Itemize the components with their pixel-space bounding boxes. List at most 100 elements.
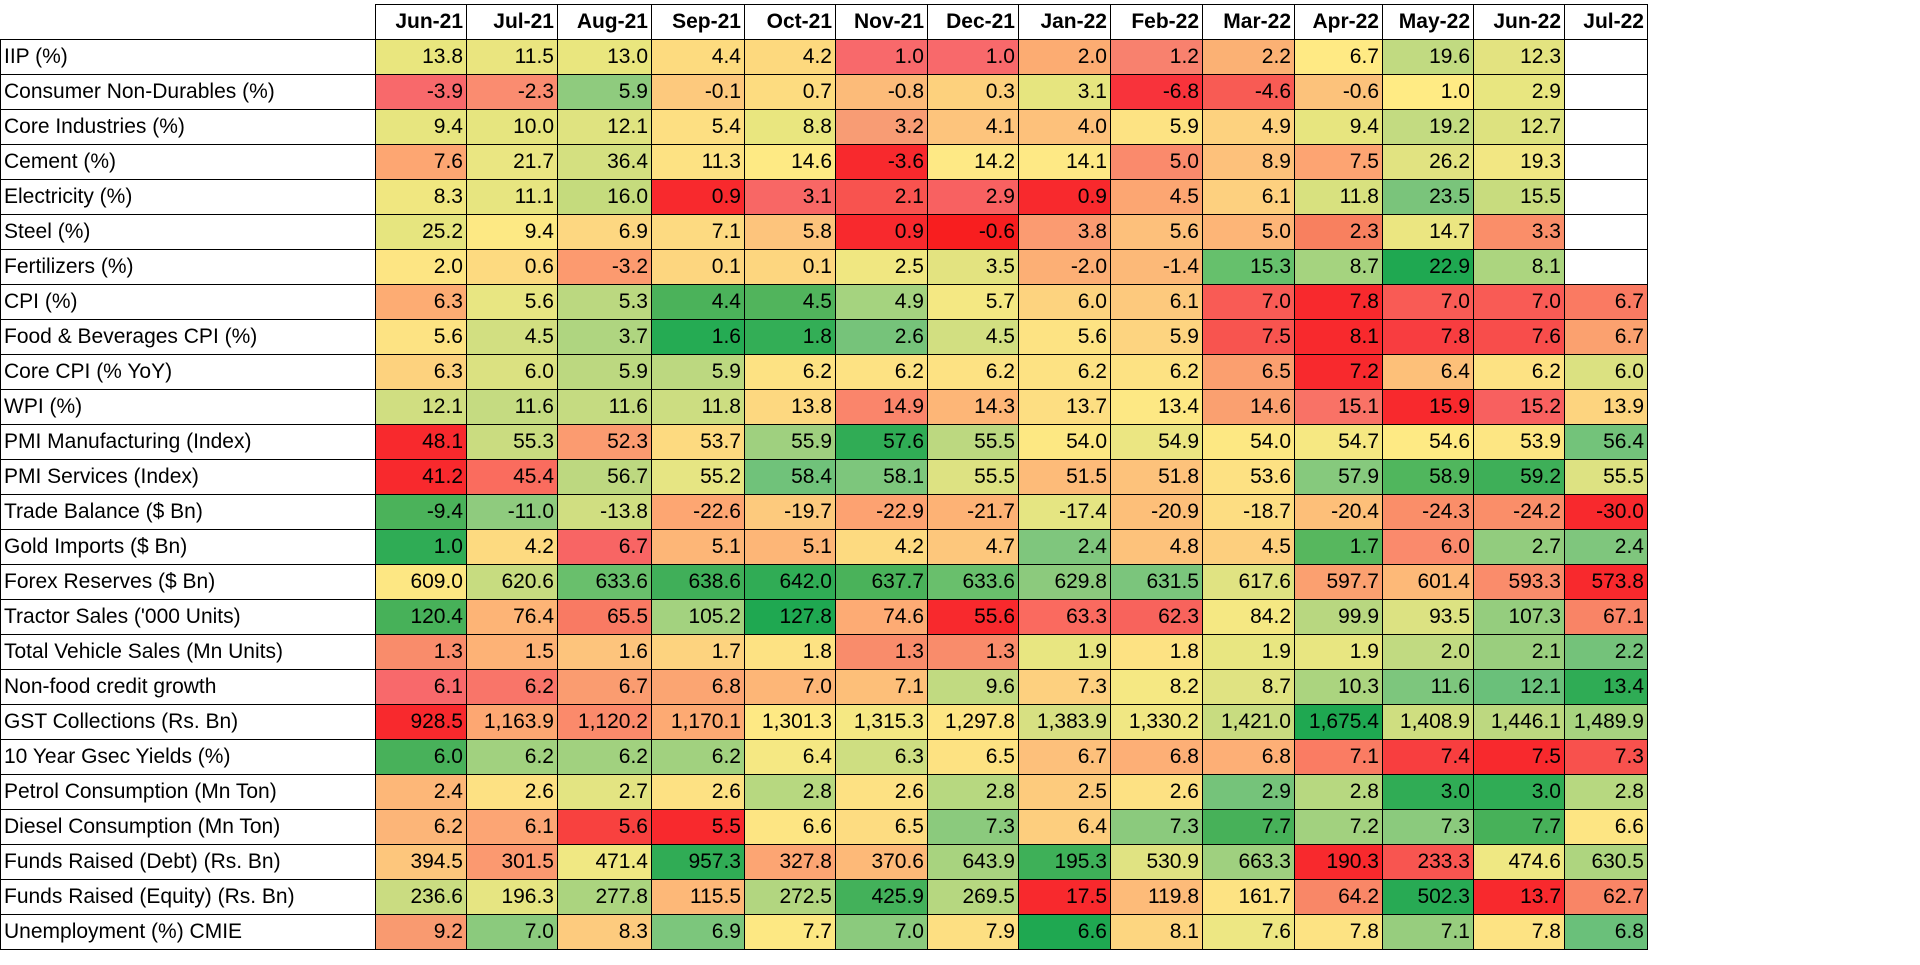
heatmap-cell: 1,446.1 [1473,704,1565,740]
heatmap-cell: 55.5 [1564,459,1648,495]
heatmap-cell: -0.8 [835,74,928,110]
indicator-label: Steel (%) [0,214,376,250]
heatmap-cell: 5.3 [557,284,652,320]
heatmap-cell: 4.5 [927,319,1019,355]
heatmap-cell: 15.5 [1473,179,1565,215]
heatmap-cell: 58.4 [744,459,836,495]
heatmap-cell: 327.8 [744,844,836,880]
heatmap-cell: 14.2 [927,144,1019,180]
heatmap-cell: 6.1 [1110,284,1203,320]
heatmap-cell: 1,330.2 [1110,704,1203,740]
heatmap-cell: 8.1 [1110,914,1203,950]
column-header: Jan-22 [1018,4,1111,40]
heatmap-cell: 643.9 [927,844,1019,880]
heatmap-cell: 1.3 [835,634,928,670]
heatmap-cell: 45.4 [466,459,558,495]
heatmap-cell: 1.6 [557,634,652,670]
heatmap-cell: 1,163.9 [466,704,558,740]
heatmap-cell: 57.6 [835,424,928,460]
heatmap-cell: 6.0 [1382,529,1474,565]
heatmap-cell: 8.8 [744,109,836,145]
heatmap-cell: 2.6 [1110,774,1203,810]
heatmap-cell: 14.9 [835,389,928,425]
heatmap-cell: 52.3 [557,424,652,460]
heatmap-cell: 4.5 [466,319,558,355]
heatmap-cell: -0.6 [927,214,1019,250]
heatmap-cell: 161.7 [1202,879,1295,915]
heatmap-cell: 0.3 [927,74,1019,110]
indicator-label: CPI (%) [0,284,376,320]
indicator-label: GST Collections (Rs. Bn) [0,704,376,740]
heatmap-cell: 0.9 [835,214,928,250]
heatmap-cell: 1.3 [375,634,467,670]
heatmap-cell: 236.6 [375,879,467,915]
heatmap-cell: 5.0 [1202,214,1295,250]
heatmap-cell: 6.2 [927,354,1019,390]
heatmap-cell: 11.3 [651,144,745,180]
heatmap-cell: 8.9 [1202,144,1295,180]
heatmap-cell: 4.5 [1202,529,1295,565]
heatmap-cell: 19.2 [1382,109,1474,145]
heatmap-cell: 119.8 [1110,879,1203,915]
indicator-label: Food & Beverages CPI (%) [0,319,376,355]
indicator-row: PMI Manufacturing (Index) 48.1 55.3 52.3 53.… [0,424,1648,460]
heatmap-cell: 10.3 [1294,669,1383,705]
indicator-row: Petrol Consumption (Mn Ton) 2.4 2.6 2.7 2.6 2… [0,774,1648,810]
indicator-row: Non-food credit growth 6.1 6.2 6.7 6.8 7.0 7.1… [0,669,1648,705]
heatmap-cell: 7.3 [1382,809,1474,845]
heatmap-cell: 474.6 [1473,844,1565,880]
heatmap-cell: 2.1 [1473,634,1565,670]
heatmap-cell: 1,383.9 [1018,704,1111,740]
heatmap-cell: 2.8 [927,774,1019,810]
heatmap-cell: -4.6 [1202,74,1295,110]
heatmap-cell: 1.9 [1202,634,1295,670]
heatmap-cell: 12.3 [1473,39,1565,75]
heatmap-cell: 7.0 [1473,284,1565,320]
indicator-label: Total Vehicle Sales (Mn Units) [0,634,376,670]
heatmap-cell: 277.8 [557,879,652,915]
heatmap-cell: 13.7 [1473,879,1565,915]
heatmap-cell: 609.0 [375,564,467,600]
heatmap-cell: 3.8 [1018,214,1111,250]
heatmap-cell: 62.7 [1564,879,1648,915]
heatmap-cell: 0.1 [651,249,745,285]
heatmap-cell: 93.5 [1382,599,1474,635]
heatmap-cell: 15.2 [1473,389,1565,425]
heatmap-cell: 2.4 [1018,529,1111,565]
heatmap-cell: 54.0 [1018,424,1111,460]
heatmap-cell: 7.7 [744,914,836,950]
heatmap-cell: 99.9 [1294,599,1383,635]
heatmap-cell: 11.6 [1382,669,1474,705]
heatmap-cell: 2.0 [375,249,467,285]
column-header: Nov-21 [835,4,928,40]
heatmap-cell: 55.3 [466,424,558,460]
heatmap-cell: 928.5 [375,704,467,740]
heatmap-cell: -17.4 [1018,494,1111,530]
heatmap-cell: 6.2 [835,354,928,390]
heatmap-cell: 6.8 [651,669,745,705]
heatmap-cell: 1,297.8 [927,704,1019,740]
indicator-row: Consumer Non-Durables (%) -3.9 -2.3 5.9 -0.1… [0,74,1648,110]
heatmap-cell: 2.2 [1564,634,1648,670]
heatmap-cell: 1.7 [651,634,745,670]
heatmap-cell: 6.9 [557,214,652,250]
heatmap-cell: 1.8 [744,319,836,355]
heatmap-cell: 115.5 [651,879,745,915]
heatmap-cell: -22.9 [835,494,928,530]
heatmap-cell: 58.1 [835,459,928,495]
heatmap-body: IIP (%) 13.8 11.5 13.0 4.4 4.2 1.0 1.0 2.0 1.2 2.2… [0,39,1648,950]
heatmap-cell: 51.8 [1110,459,1203,495]
heatmap-cell: 6.3 [375,284,467,320]
heatmap-cell: 6.0 [466,354,558,390]
heatmap-cell: 3.1 [1018,74,1111,110]
heatmap-cell: 1.0 [375,529,467,565]
heatmap-cell: 1,301.3 [744,704,836,740]
heatmap-cell: 59.2 [1473,459,1565,495]
indicator-row: Core Industries (%) 9.4 10.0 12.1 5.4 8.8 3.2 4… [0,109,1648,145]
heatmap-cell: 56.4 [1564,424,1648,460]
heatmap-cell: 5.9 [1110,109,1203,145]
heatmap-cell: 425.9 [835,879,928,915]
heatmap-cell: 370.6 [835,844,928,880]
heatmap-cell: 26.2 [1382,144,1474,180]
heatmap-cell: 6.2 [466,669,558,705]
